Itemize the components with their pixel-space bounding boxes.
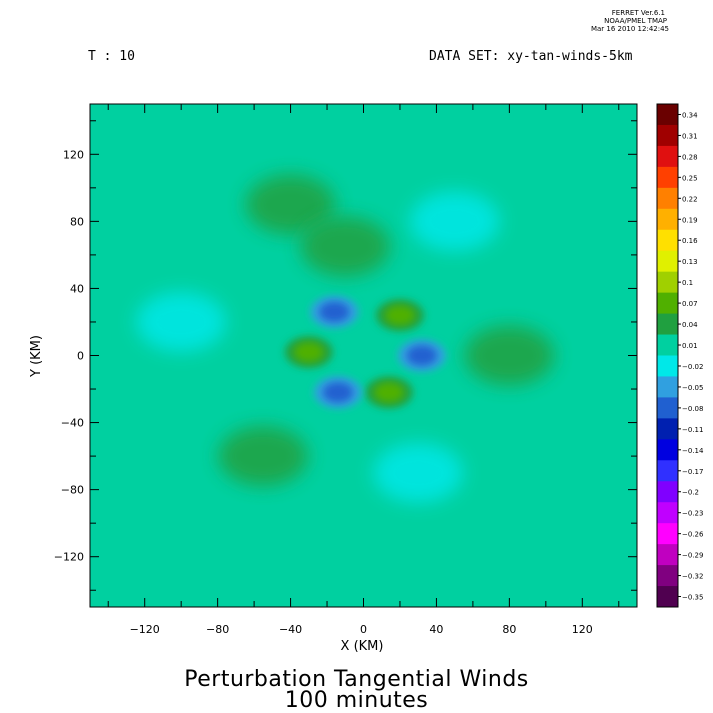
heatmap-feature-core (319, 301, 350, 322)
colorbar-label: −0.14 (682, 447, 704, 455)
y-axis-label: Y (KM) (29, 335, 44, 378)
colorbar-swatch (657, 166, 678, 189)
colorbar-label: −0.17 (682, 468, 703, 476)
heatmap-feature (300, 216, 391, 277)
x-tick-label: 120 (572, 623, 593, 636)
colorbar-label: 0.16 (682, 237, 698, 245)
heatmap-feature (373, 442, 464, 503)
colorbar-swatch (657, 229, 678, 252)
colorbar-label: −0.29 (682, 552, 703, 560)
colorbar-swatch (657, 271, 678, 294)
colorbar-label: 0.34 (682, 111, 698, 119)
y-tick-label: −80 (61, 484, 84, 497)
colorbar-swatch (657, 292, 678, 315)
heatmap-feature (409, 191, 500, 252)
colorbar-label: 0.01 (682, 342, 698, 350)
x-tick-label: −120 (130, 623, 160, 636)
colorbar-swatch (657, 418, 678, 440)
y-tick-label: −120 (54, 551, 84, 564)
colorbar-swatch (657, 334, 678, 356)
y-tick-label: 120 (63, 148, 84, 161)
heatmap-feature-core (293, 342, 324, 363)
colorbar-swatch (657, 544, 678, 566)
colorbar-swatch (657, 313, 678, 336)
ferret-date: Mar 16 2010 12:42:45 (590, 25, 669, 33)
colorbar-swatch (657, 502, 678, 524)
heatmap-feature (464, 325, 555, 386)
colorbar-label: 0.1 (682, 279, 693, 287)
colorbar: 0.34 0.31 0.28 0.25 0.22 0.19 0.16 0.13 0.1 0.07 0… (656, 103, 704, 608)
heatmap-feature-core (374, 382, 405, 403)
colorbar-swatch (657, 124, 678, 147)
colorbar-swatch (657, 355, 678, 377)
time-label: T : 10 (88, 49, 135, 64)
colorbar-label: 0.28 (682, 153, 698, 161)
colorbar-swatch (657, 208, 678, 231)
heatmap-feature-core (384, 305, 415, 326)
x-tick-label: 40 (429, 623, 443, 636)
colorbar-label: −0.2 (682, 489, 699, 497)
colorbar-swatch (657, 439, 678, 461)
ferret-version: FERRET Ver.6.1 (611, 9, 665, 17)
colorbar-swatch (657, 187, 678, 210)
colorbar-swatch (657, 481, 678, 503)
colorbar-swatch (657, 376, 678, 398)
heatmap-plot (90, 104, 637, 607)
colorbar-label: 0.31 (682, 132, 698, 140)
x-tick-label: 80 (502, 623, 516, 636)
colorbar-swatch (657, 397, 678, 419)
colorbar-swatch (657, 104, 678, 126)
heatmap-feature (245, 174, 336, 235)
colorbar-swatch (657, 565, 678, 587)
colorbar-label: 0.22 (682, 195, 698, 203)
y-tick-label: 40 (70, 282, 84, 295)
colorbar-label: −0.08 (682, 405, 703, 413)
heatmap-feature-core (322, 382, 353, 403)
chart-subtitle: 100 minutes (284, 688, 429, 713)
colorbar-swatch (657, 460, 678, 482)
chart-title: Perturbation Tangential Winds (184, 667, 529, 692)
x-tick-label: 0 (360, 623, 367, 636)
ferret-org: NOAA/PMEL TMAP (604, 17, 667, 25)
heatmap-feature (136, 291, 227, 352)
heatmap-feature (218, 426, 309, 487)
colorbar-label: −0.05 (682, 384, 703, 392)
colorbar-label: −0.23 (682, 510, 703, 518)
y-tick-label: 0 (77, 350, 84, 363)
colorbar-label: −0.02 (682, 363, 703, 371)
colorbar-label: 0.25 (682, 174, 698, 182)
colorbar-label: 0.13 (682, 258, 698, 266)
colorbar-label: 0.19 (682, 216, 698, 224)
y-tick-label: −40 (61, 417, 84, 430)
colorbar-label: −0.26 (682, 531, 704, 539)
dataset-label: DATA SET: xy-tan-winds-5km (429, 49, 633, 64)
heatmap-background (90, 104, 637, 607)
colorbar-label: −0.11 (682, 426, 703, 434)
heatmap-feature-core (406, 345, 437, 366)
colorbar-label: 0.04 (682, 321, 698, 329)
colorbar-frame (656, 103, 679, 608)
colorbar-swatch (657, 145, 678, 168)
colorbar-swatch (657, 250, 678, 273)
colorbar-swatch (657, 523, 678, 545)
y-tick-label: 80 (70, 215, 84, 228)
axes: −120 −80 −40 0 40 80 120 120 80 40 0 −40 −80 −120 (54, 104, 637, 636)
colorbar-label: −0.32 (682, 573, 703, 581)
x-tick-label: −40 (279, 623, 302, 636)
colorbar-label: 0.07 (682, 300, 698, 308)
colorbar-swatch (657, 586, 678, 608)
x-axis-label: X (KM) (341, 639, 384, 654)
x-tick-label: −80 (206, 623, 229, 636)
colorbar-label: −0.35 (682, 594, 703, 602)
